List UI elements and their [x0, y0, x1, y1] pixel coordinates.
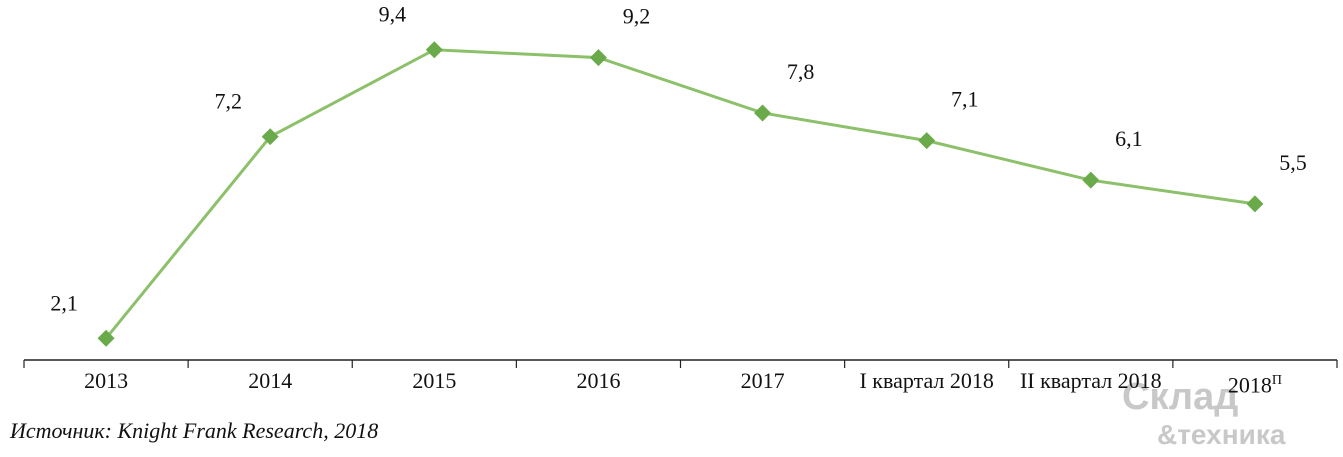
x-tick-label: 2015 [354, 366, 514, 396]
x-tick-label: 2018П [1175, 366, 1335, 400]
data-label: 7,1 [951, 87, 979, 112]
x-tick-text: I квартал 2018 [859, 368, 994, 393]
x-tick-label: 2014 [190, 366, 350, 396]
marker [918, 132, 936, 150]
x-tick-label: II квартал 2018 [1011, 366, 1171, 396]
data-label: 9,2 [623, 4, 651, 29]
x-tick-text: 2015 [412, 368, 457, 393]
data-label: 6,1 [1115, 126, 1143, 151]
x-tick-text: 2013 [84, 368, 129, 393]
marker [1246, 195, 1264, 213]
x-tick-label: 2017 [683, 366, 843, 396]
data-label: 9,4 [379, 2, 407, 27]
marker [589, 49, 607, 67]
data-label: 5,5 [1279, 150, 1307, 175]
x-tick-text: II квартал 2018 [1019, 368, 1162, 393]
watermark-line: &техника [1157, 419, 1286, 450]
line [104, 48, 1256, 340]
watermark-line: Склад [1122, 376, 1239, 418]
x-tick-text: 2017 [740, 368, 785, 393]
watermark: Склад &техника [1122, 378, 1286, 450]
x-tick-text: 2018 [1227, 372, 1272, 398]
marker [97, 329, 115, 347]
forecast-mark: П [1271, 373, 1282, 388]
marker [754, 104, 772, 122]
marker [261, 128, 279, 146]
x-tick-label: 2016 [518, 366, 678, 396]
marker [1082, 171, 1100, 189]
marker [425, 41, 443, 59]
x-tick-text: 2014 [248, 368, 293, 393]
x-tick-label: I квартал 2018 [847, 366, 1007, 396]
data-label: 7,8 [787, 59, 815, 84]
source-note: Источник: Knight Frank Research, 2018 [10, 418, 379, 443]
data-label: 7,2 [214, 89, 242, 114]
x-tick-text: 2016 [576, 368, 621, 393]
x-tick-label: 2013 [26, 366, 186, 396]
data-label: 2,1 [50, 290, 78, 315]
